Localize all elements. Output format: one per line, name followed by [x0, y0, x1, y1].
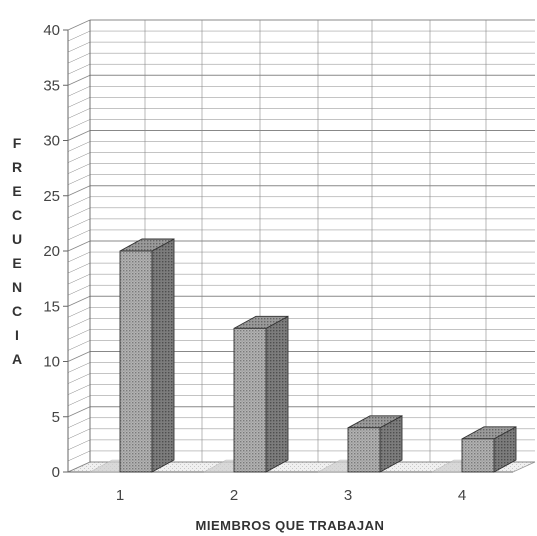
y-tick-label: 25	[43, 188, 60, 205]
bar	[347, 427, 381, 473]
y-tick-label: 40	[43, 22, 60, 39]
gridline-side	[67, 218, 91, 230]
gridline-side	[67, 307, 91, 318]
x-tick-label: 4	[458, 487, 466, 504]
gridline-side	[67, 130, 91, 141]
gridline-side	[67, 406, 91, 418]
y-axis-label-letter: F	[13, 135, 22, 151]
gridline-side	[67, 19, 91, 31]
gridline-side	[67, 417, 91, 429]
y-tick-label: 10	[43, 354, 60, 371]
y-tick-label: 5	[52, 409, 60, 426]
bar	[461, 438, 495, 473]
x-tick-label: 1	[116, 487, 124, 504]
gridline-side	[67, 63, 91, 75]
gridline-side	[67, 284, 91, 296]
gridline-side	[67, 251, 91, 263]
gridline-side	[67, 41, 91, 53]
y-axis-label-letter: C	[12, 207, 22, 223]
x-tick-label: 3	[344, 487, 352, 504]
gridline-side	[67, 229, 91, 241]
gridline-side	[67, 351, 91, 362]
y-axis-label-letter: C	[12, 303, 22, 319]
gridline-side	[67, 108, 91, 119]
gridline-side	[67, 318, 91, 329]
gridline-side	[67, 384, 91, 395]
gridline-side	[67, 141, 91, 152]
gridline-side	[67, 295, 91, 307]
gridline-side	[67, 340, 91, 351]
gridline-side	[67, 373, 91, 384]
gridline-side	[67, 185, 91, 197]
gridline-side	[67, 207, 91, 219]
y-axis-label-letter: I	[15, 327, 19, 343]
gridline-side	[67, 240, 91, 252]
gridline-side	[67, 439, 91, 451]
gridline-side	[67, 152, 91, 163]
gridline-side	[67, 450, 91, 462]
bar-side	[265, 315, 289, 473]
gridline-side	[67, 395, 91, 406]
gridline-side	[67, 119, 91, 130]
y-axis-label-letter: U	[12, 231, 22, 247]
y-tick-label: 15	[43, 298, 60, 315]
y-tick-label: 30	[43, 133, 60, 150]
y-axis-label-letter: E	[12, 183, 21, 199]
y-axis-label-letter: A	[12, 351, 22, 367]
gridline-side	[67, 163, 91, 174]
gridline-side	[67, 97, 91, 108]
y-axis-label-letter: E	[12, 255, 21, 271]
gridline-side	[67, 174, 91, 185]
gridline-side	[67, 196, 91, 208]
gridline-side	[67, 262, 91, 274]
bar	[119, 250, 153, 473]
gridline-side	[67, 428, 91, 440]
x-axis-label: MIEMBROS QUE TRABAJAN	[196, 518, 385, 533]
bar-side	[151, 238, 175, 473]
gridline-side	[67, 74, 91, 86]
gridline-side	[67, 30, 91, 42]
gridline-side	[67, 273, 91, 285]
bars	[89, 238, 517, 473]
gridline-side	[67, 86, 91, 97]
y-tick-label: 20	[43, 243, 60, 260]
labels: 0 5 10 15 20 25 30 35 40 1 2 3 4 MIEMBROS QUE TRABAJA…	[12, 22, 466, 533]
gridline-side	[67, 362, 91, 373]
y-tick-label: 0	[52, 464, 60, 481]
gridline-side	[67, 52, 91, 64]
y-tick-label: 35	[43, 77, 60, 94]
y-axis-label-letter: R	[12, 159, 22, 175]
x-tick-label: 2	[230, 487, 238, 504]
y-axis-label-letter: N	[12, 279, 22, 295]
gridline-side	[67, 329, 91, 340]
gridline-side	[67, 461, 91, 473]
bar	[233, 327, 267, 473]
